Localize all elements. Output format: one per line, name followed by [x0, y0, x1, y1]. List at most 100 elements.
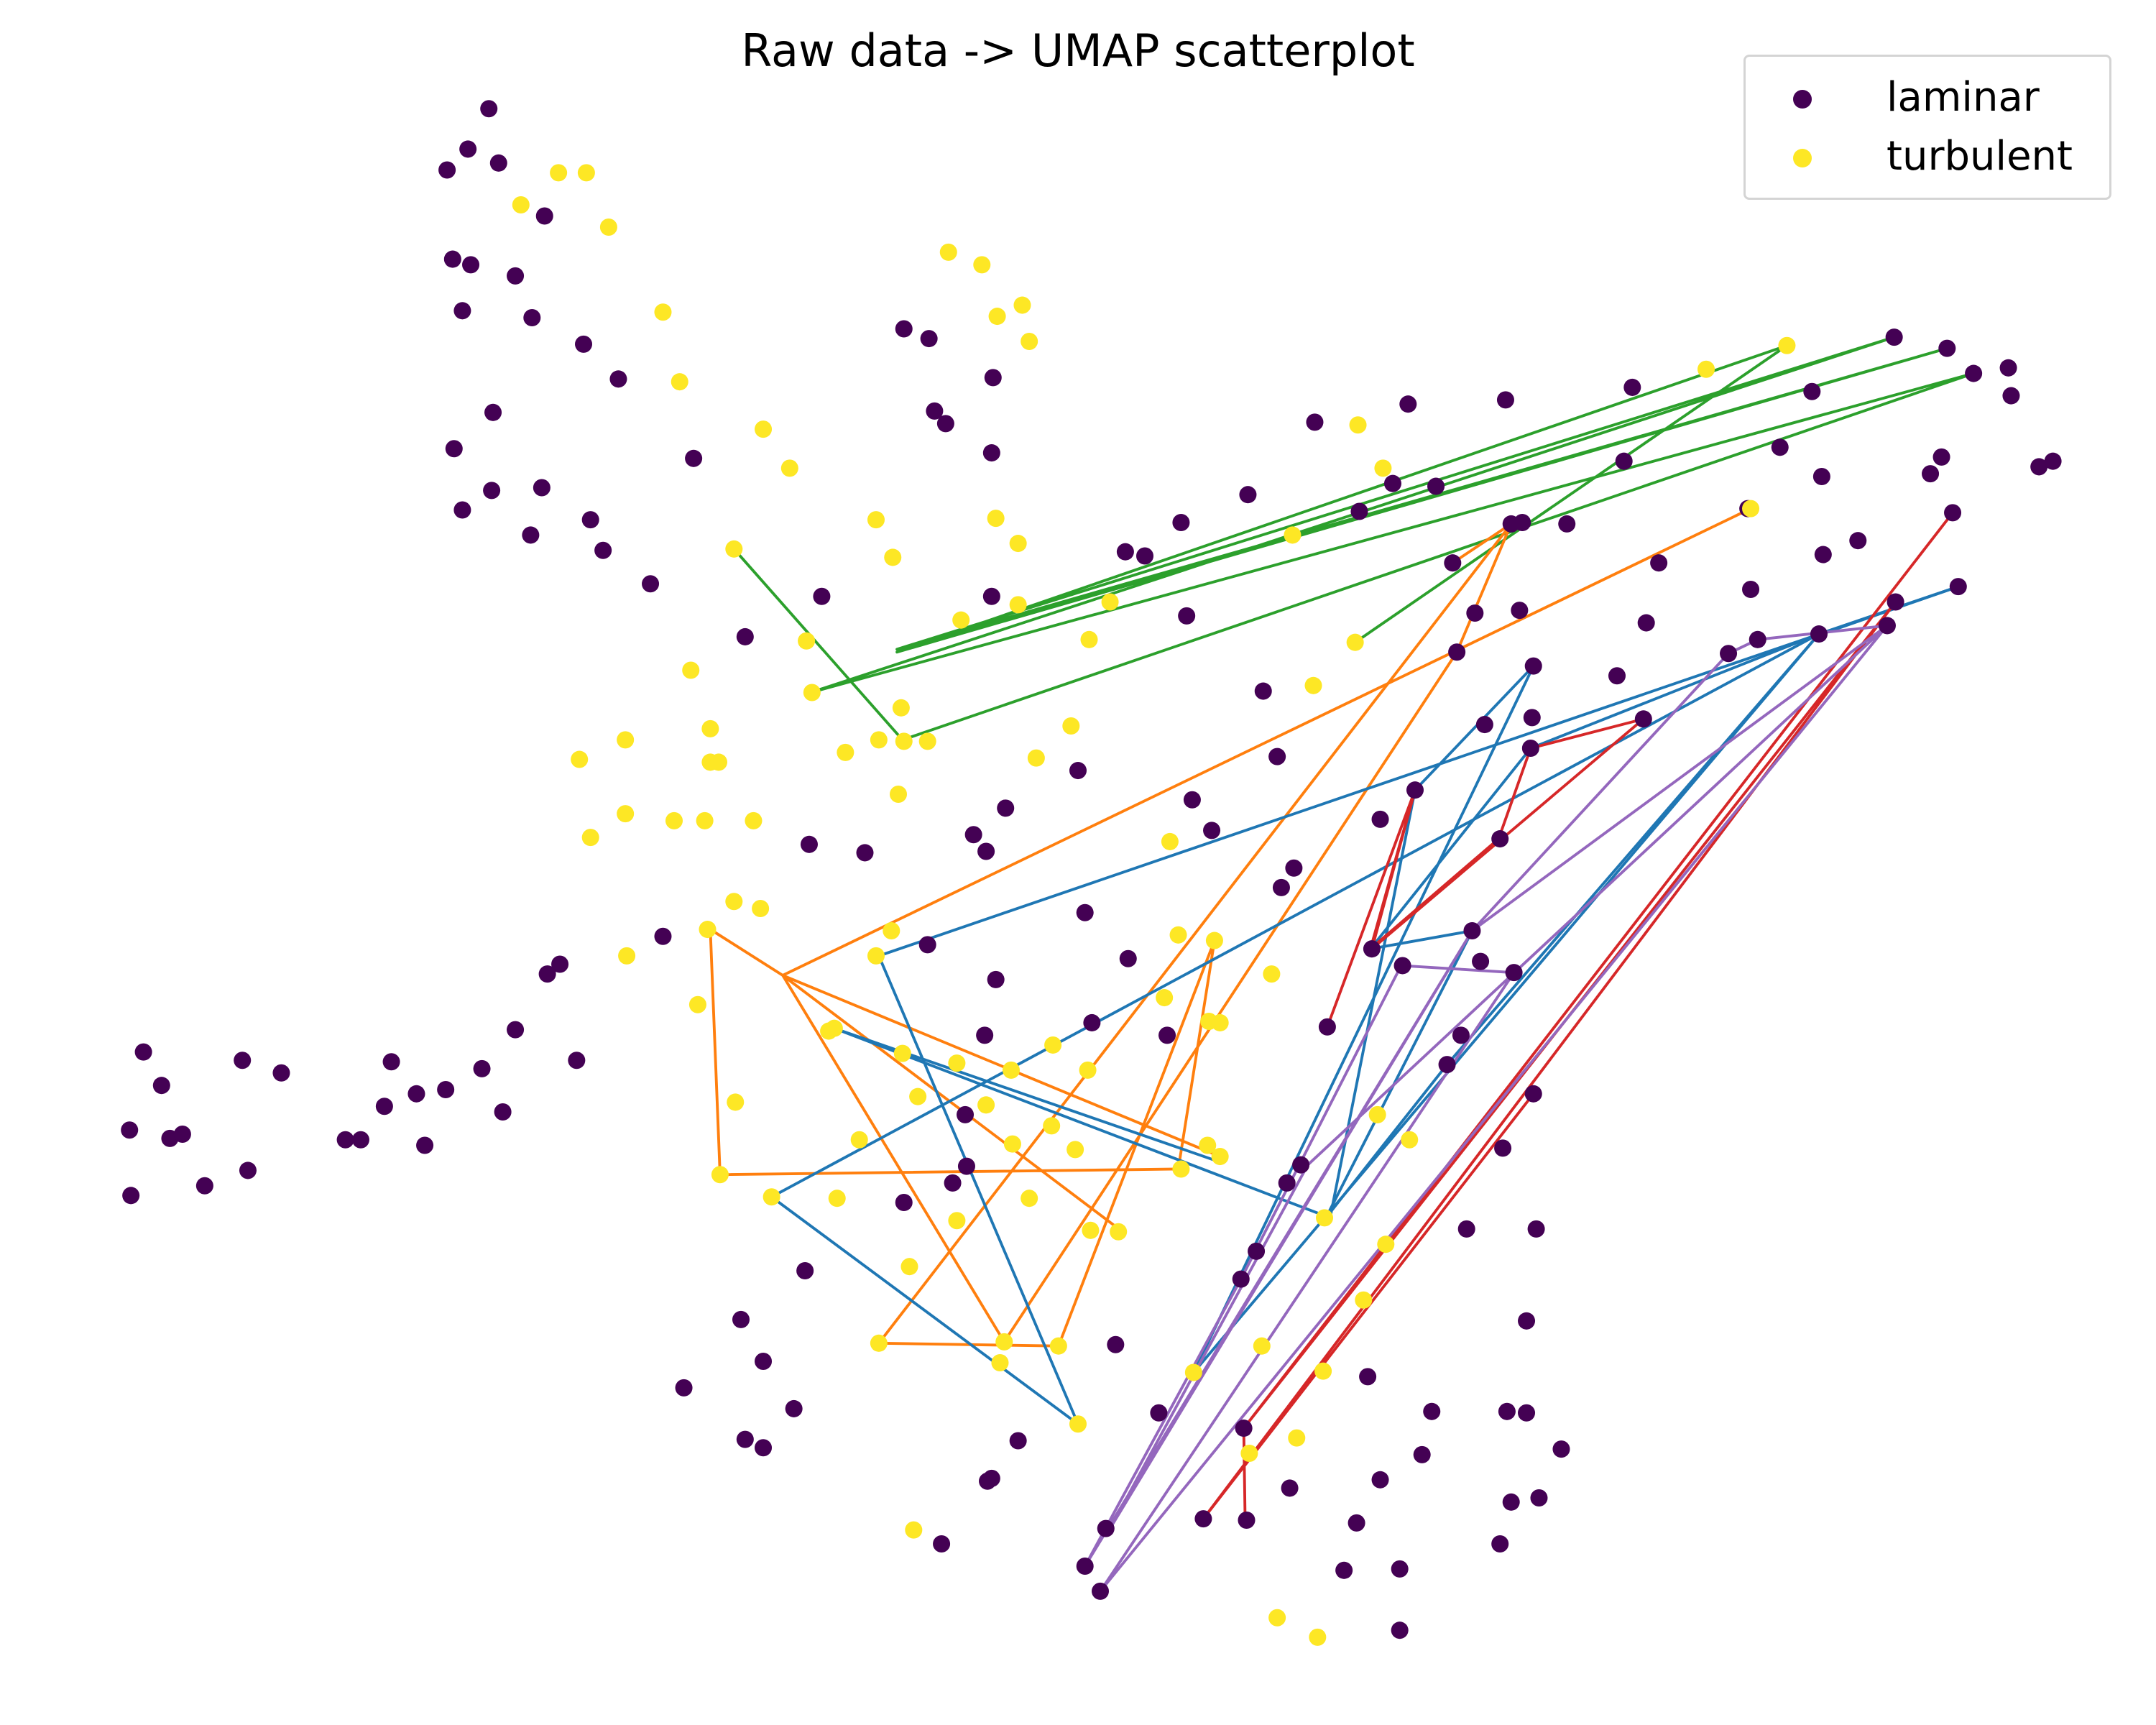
data-point-turbulent-2 — [512, 196, 530, 213]
data-point-laminar-27 — [982, 444, 1000, 462]
data-point-laminar-169 — [1281, 1479, 1299, 1497]
data-point-laminar-154 — [736, 1430, 754, 1448]
data-point-turbulent-15 — [709, 753, 728, 771]
legend: laminar turbulent — [1743, 55, 2111, 200]
data-point-turbulent-11 — [701, 719, 719, 737]
data-point-laminar-111 — [1083, 1013, 1101, 1031]
data-point-turbulent-70 — [977, 1096, 995, 1114]
data-point-laminar-13 — [445, 440, 463, 458]
data-point-laminar-109 — [1452, 1026, 1470, 1044]
data-point-turbulent-74 — [1263, 965, 1281, 983]
data-point-laminar-16 — [453, 501, 471, 519]
data-point-laminar-40 — [2002, 387, 2020, 405]
data-point-laminar-42 — [1427, 477, 1445, 495]
data-point-laminar-92 — [856, 844, 874, 862]
data-point-turbulent-85 — [1110, 1223, 1128, 1241]
data-point-laminar-128 — [239, 1162, 257, 1179]
data-point-laminar-29 — [736, 627, 754, 645]
path-lines — [709, 336, 1976, 1593]
data-point-turbulent-35 — [884, 548, 902, 566]
data-point-turbulent-25 — [688, 995, 706, 1013]
data-point-laminar-38 — [1965, 364, 1983, 382]
data-point-laminar-96 — [1491, 830, 1509, 848]
data-point-laminar-102 — [551, 955, 569, 973]
data-point-turbulent-49 — [1062, 717, 1080, 735]
data-point-laminar-132 — [121, 1121, 139, 1139]
data-point-turbulent-89 — [1368, 1105, 1386, 1123]
data-point-laminar-165 — [1518, 1404, 1536, 1422]
data-point-laminar-20 — [642, 575, 660, 593]
data-point-laminar-142 — [1524, 1085, 1542, 1103]
data-point-laminar-174 — [1391, 1560, 1409, 1578]
data-point-turbulent-79 — [850, 1131, 868, 1149]
data-point-turbulent-26 — [727, 1093, 745, 1111]
data-point-turbulent-36 — [987, 510, 1005, 528]
data-point-laminar-146 — [1292, 1156, 1310, 1174]
data-point-turbulent-9 — [798, 632, 816, 650]
data-point-laminar-155 — [755, 1439, 773, 1457]
data-point-laminar-32 — [1399, 395, 1417, 413]
data-point-laminar-173 — [1491, 1535, 1509, 1553]
data-point-turbulent-98 — [1049, 1337, 1067, 1355]
data-point-turbulent-73 — [1205, 932, 1223, 949]
data-point-laminar-77 — [1886, 593, 1904, 611]
data-point-turbulent-67 — [1044, 1036, 1062, 1054]
data-point-turbulent-37 — [1009, 535, 1027, 553]
data-point-turbulent-43 — [892, 699, 910, 717]
data-point-laminar-141 — [1494, 1139, 1512, 1157]
data-point-turbulent-39 — [1009, 596, 1027, 614]
data-point-turbulent-16 — [617, 805, 635, 823]
data-point-turbulent-0 — [550, 164, 568, 182]
chart-title: Raw data -> UMAP scatterplot — [741, 24, 1415, 77]
data-point-turbulent-80 — [948, 1212, 966, 1230]
data-point-turbulent-58 — [1778, 336, 1796, 354]
data-point-turbulent-13 — [571, 750, 589, 768]
data-point-turbulent-96 — [991, 1353, 1009, 1371]
data-point-turbulent-65 — [948, 1054, 966, 1072]
data-point-laminar-72 — [1742, 581, 1760, 599]
data-point-turbulent-50 — [889, 785, 908, 804]
data-point-laminar-139 — [895, 1194, 913, 1212]
data-point-turbulent-92 — [1377, 1236, 1395, 1254]
data-point-turbulent-55 — [1304, 676, 1322, 694]
data-point-laminar-130 — [134, 1043, 152, 1061]
data-point-turbulent-61 — [867, 947, 885, 965]
data-point-turbulent-105 — [905, 1521, 923, 1539]
data-point-laminar-119 — [437, 1080, 455, 1099]
legend-item-turbulent: turbulent — [1746, 129, 2109, 186]
data-point-laminar-45 — [1239, 486, 1257, 504]
data-point-laminar-43 — [1383, 474, 1401, 492]
data-point-laminar-148 — [1232, 1270, 1250, 1288]
data-point-laminar-23 — [920, 330, 938, 348]
data-point-laminar-66 — [1466, 604, 1484, 622]
data-point-turbulent-99 — [1069, 1415, 1087, 1433]
data-point-laminar-180 — [1076, 1557, 1094, 1576]
data-point-laminar-48 — [1136, 547, 1154, 565]
data-point-laminar-12 — [484, 403, 502, 421]
data-point-turbulent-17 — [581, 829, 599, 847]
data-point-turbulent-20 — [745, 811, 763, 829]
data-point-laminar-170 — [1348, 1514, 1365, 1532]
data-point-laminar-31 — [1306, 413, 1324, 431]
data-point-laminar-153 — [785, 1399, 803, 1417]
data-point-laminar-114 — [1318, 1018, 1336, 1036]
data-point-laminar-178 — [1194, 1510, 1212, 1528]
legend-label-turbulent: turbulent — [1886, 133, 2073, 180]
data-point-laminar-163 — [1423, 1402, 1441, 1420]
data-point-turbulent-32 — [988, 308, 1006, 326]
data-point-laminar-164 — [1498, 1402, 1516, 1420]
data-point-turbulent-6 — [755, 420, 773, 438]
data-point-turbulent-54 — [1284, 526, 1302, 544]
data-point-laminar-177 — [1238, 1512, 1256, 1530]
data-point-laminar-1 — [459, 140, 477, 158]
data-point-laminar-41 — [1615, 452, 1633, 470]
path-line-0 — [732, 336, 1976, 742]
data-point-laminar-86 — [1183, 791, 1201, 809]
data-point-laminar-138 — [944, 1174, 962, 1192]
data-point-laminar-64 — [1949, 578, 1967, 596]
data-point-laminar-105 — [1393, 957, 1411, 975]
data-point-laminar-151 — [755, 1353, 773, 1371]
data-point-turbulent-69 — [909, 1087, 927, 1105]
data-point-laminar-57 — [1932, 448, 1950, 466]
data-point-turbulent-3 — [599, 218, 617, 236]
